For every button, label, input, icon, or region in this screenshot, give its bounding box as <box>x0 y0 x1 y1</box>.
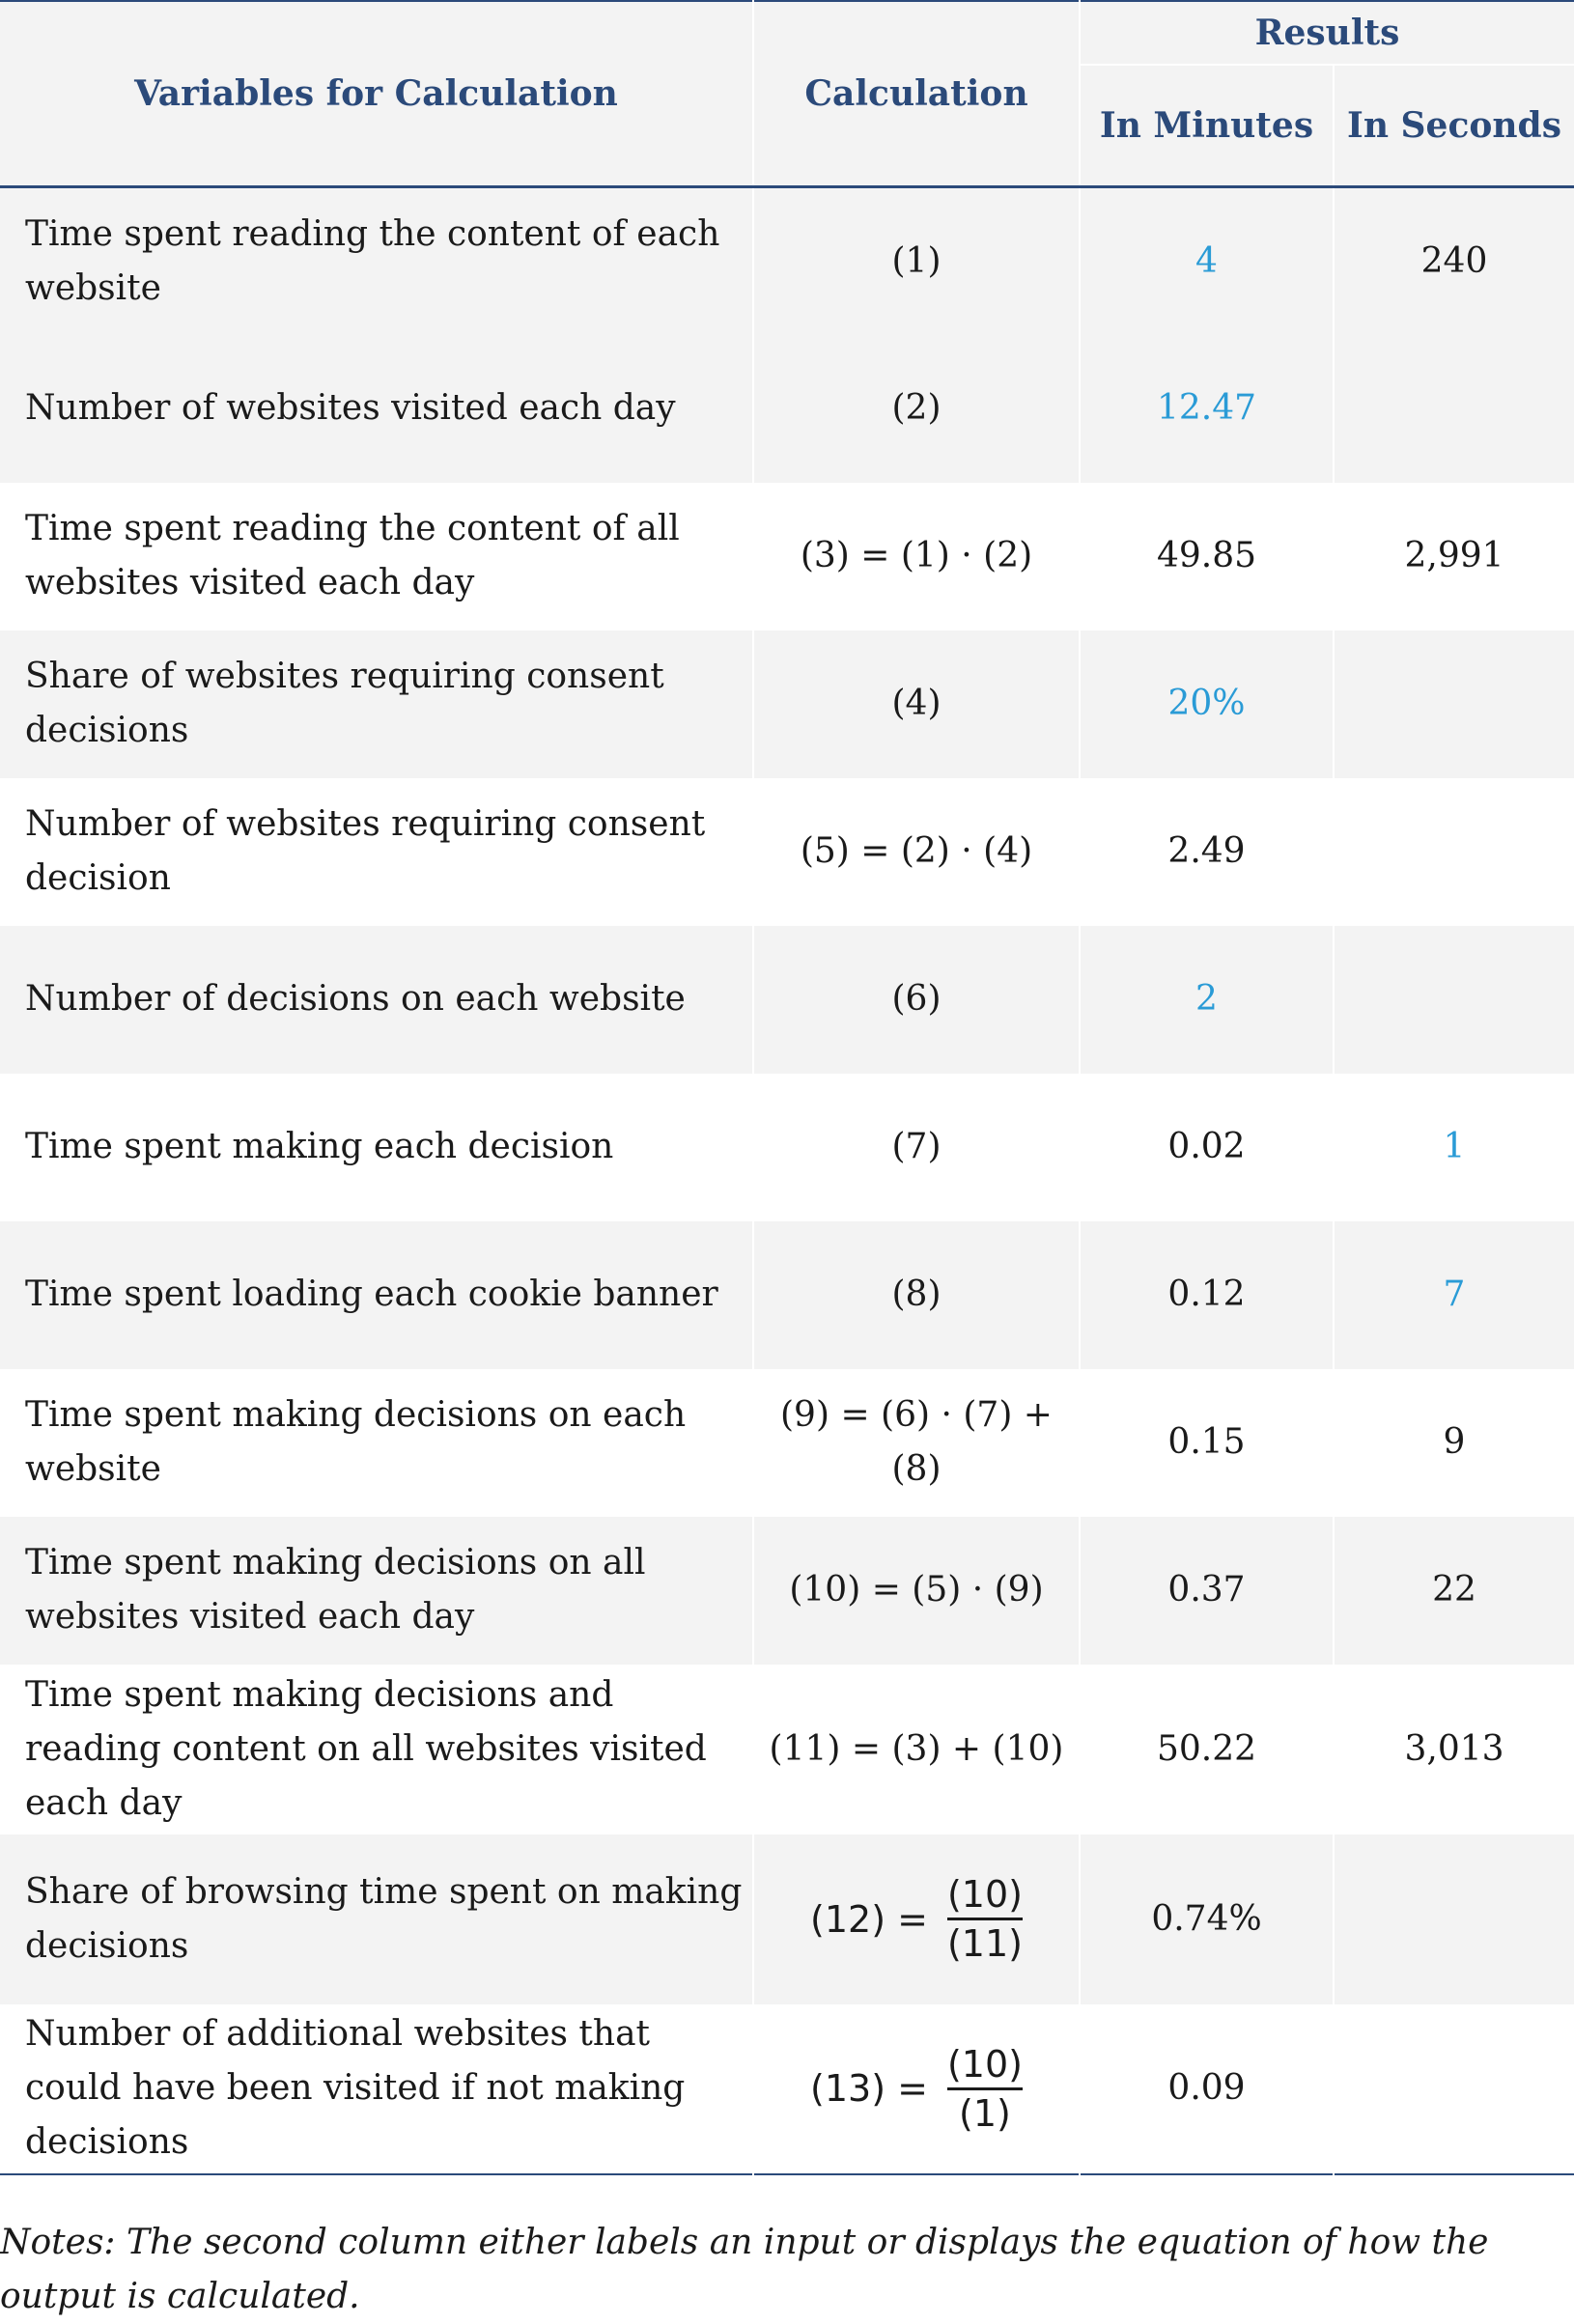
table-row: Number of websites visited each day (2) … <box>0 334 1574 483</box>
row-seconds <box>1334 2004 1574 2174</box>
header-calculation: Calculation <box>753 1 1081 187</box>
header-results: Results <box>1080 1 1574 66</box>
row-calculation: (5) = (2) · (4) <box>753 777 1081 926</box>
row-seconds <box>1334 334 1574 483</box>
row-calculation: (12) = (10) (11) <box>753 1834 1081 2004</box>
table-header: Variables for Calculation Calculation Re… <box>0 1 1574 187</box>
row-seconds: 7 <box>1334 1220 1574 1369</box>
row-seconds: 22 <box>1334 1516 1574 1665</box>
row-calculation: (11) = (3) + (10) <box>753 1664 1081 1834</box>
table-row: Time spent making decisions and reading … <box>0 1664 1574 1834</box>
row-label: Time spent reading the content of each w… <box>0 186 754 335</box>
fraction-stack: (10) (1) <box>946 2042 1023 2135</box>
row-calculation: (8) <box>753 1220 1081 1369</box>
row-calculation: (6) <box>753 925 1081 1074</box>
row-label: Share of browsing time spent on making d… <box>0 1834 754 2004</box>
row-minutes: 0.37 <box>1080 1516 1335 1665</box>
table-row: Time spent making each decision (7) 0.02… <box>0 1073 1574 1221</box>
header-in-minutes: In Minutes <box>1080 65 1335 187</box>
row-seconds <box>1334 925 1574 1074</box>
row-minutes: 0.09 <box>1080 2003 1335 2174</box>
row-seconds: 9 <box>1443 1422 1466 1462</box>
row-minutes: 0.12 <box>1080 1220 1335 1369</box>
table-notes: Notes: The second column either labels a… <box>0 2223 1489 2316</box>
fraction-numerator: (10) <box>946 1873 1023 1916</box>
table-row: Share of browsing time spent on making d… <box>0 1834 1574 2004</box>
row-seconds: 3,013 <box>1404 1728 1504 1769</box>
row-label: Number of decisions on each website <box>0 925 754 1074</box>
row-label: Time spent loading each cookie banner <box>0 1220 754 1369</box>
row-calculation: (1) <box>753 186 1081 335</box>
header-variables: Variables for Calculation <box>0 1 754 187</box>
fraction-denominator: (11) <box>946 1922 1023 1965</box>
row-seconds <box>1334 630 1574 778</box>
row-calculation: (9) = (6) · (7) + (8) <box>753 1368 1081 1517</box>
table-row: Number of additional websites that could… <box>0 2003 1574 2174</box>
fraction-lhs: (12) = <box>810 1897 928 1941</box>
row-label: Time spent making decisions on each webs… <box>0 1368 754 1517</box>
row-label: Time spent making decisions and reading … <box>0 1664 754 1834</box>
row-label: Number of additional websites that could… <box>0 2003 754 2174</box>
table-row: Time spent making decisions on each webs… <box>0 1368 1574 1517</box>
fraction-denominator: (1) <box>959 2091 1011 2135</box>
row-minutes: 2 <box>1080 925 1335 1074</box>
fraction-stack: (10) (11) <box>946 1873 1023 1965</box>
fraction-equation: (13) = (10) (1) <box>810 2043 1023 2135</box>
row-minutes: 50.22 <box>1080 1664 1335 1834</box>
row-minutes: 0.15 <box>1080 1368 1335 1517</box>
row-label: Time spent making each decision <box>0 1073 754 1221</box>
results-table-container: Variables for Calculation Calculation Re… <box>0 1 1574 2174</box>
fraction-lhs: (13) = <box>810 2067 928 2110</box>
row-seconds: 240 <box>1334 186 1574 335</box>
row-calculation: (13) = (10) (1) <box>753 2003 1081 2174</box>
table-row: Time spent making decisions on all websi… <box>0 1516 1574 1665</box>
table-row: Time spent reading the content of each w… <box>0 186 1574 335</box>
row-calculation: (3) = (1) · (2) <box>753 482 1081 630</box>
fraction-numerator: (10) <box>946 2042 1023 2086</box>
row-label: Time spent making decisions on all websi… <box>0 1516 754 1665</box>
fraction-bar <box>946 1918 1023 1920</box>
table-row: Number of decisions on each website (6) … <box>0 925 1574 1074</box>
table-row: Time spent reading the content of all we… <box>0 482 1574 630</box>
calculation-table: Variables for Calculation Calculation Re… <box>0 1 1574 2174</box>
row-calculation: (2) <box>753 334 1081 483</box>
row-minutes: 20% <box>1080 630 1335 778</box>
row-seconds <box>1334 1834 1574 2004</box>
row-label: Number of websites visited each day <box>0 334 754 483</box>
row-label: Number of websites requiring consent dec… <box>0 777 754 926</box>
row-minutes: 0.02 <box>1080 1073 1335 1221</box>
table-row: Number of websites requiring consent dec… <box>0 777 1574 926</box>
row-minutes: 4 <box>1080 186 1335 335</box>
row-calculation: (7) <box>753 1073 1081 1221</box>
row-label: Time spent reading the content of all we… <box>0 482 754 630</box>
row-calculation: (10) = (5) · (9) <box>753 1516 1081 1665</box>
row-calculation: (4) <box>753 630 1081 778</box>
header-in-seconds: In Seconds <box>1334 65 1574 187</box>
row-seconds <box>1334 778 1574 926</box>
row-minutes: 2.49 <box>1080 777 1335 926</box>
row-minutes: 0.74% <box>1080 1834 1335 2004</box>
row-seconds: 2,991 <box>1404 536 1504 575</box>
row-label: Share of websites requiring consent deci… <box>0 630 754 778</box>
row-minutes: 49.85 <box>1080 482 1335 630</box>
fraction-bar <box>946 2086 1023 2090</box>
row-minutes: 12.47 <box>1080 334 1335 483</box>
table-body: Time spent reading the content of each w… <box>0 186 1574 2174</box>
fraction-equation: (12) = (10) (11) <box>810 1873 1023 1965</box>
table-row: Share of websites requiring consent deci… <box>0 630 1574 778</box>
row-seconds: 1 <box>1443 1127 1466 1166</box>
table-row: Time spent loading each cookie banner (8… <box>0 1220 1574 1369</box>
